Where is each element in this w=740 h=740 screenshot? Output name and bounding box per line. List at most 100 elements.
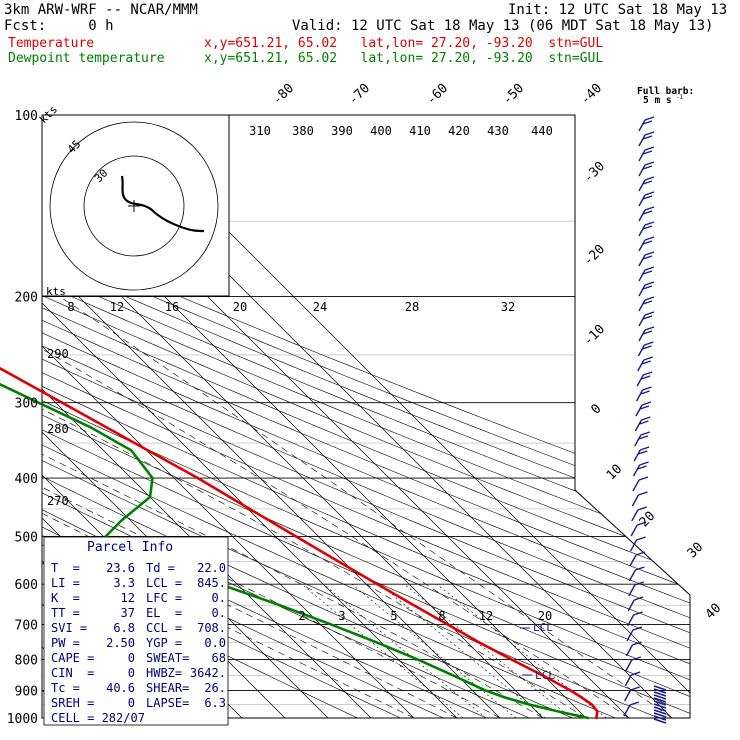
theta-label: 440 [531,124,553,138]
left-theta-label: 270 [47,494,69,508]
wind-barb-flag [644,176,655,181]
wind-barb-staff [638,149,646,162]
dewpoint-legend-info: x,y=651.21, 65.02 lat,lon= 27.20, -93.20… [204,51,604,66]
lcl-label-lower: LCL [535,669,555,682]
wind-barb-flag [633,596,644,601]
speed-axis-label: 24 [313,300,327,314]
hodograph-trace [120,175,205,233]
parcel-info-value: 3642. [189,666,226,680]
wind-barb-flag [642,240,653,245]
speed-axis-label: 16 [165,300,179,314]
parcel-info-key: LFC = [146,591,183,605]
barb-legend-line2: 5 m s [643,95,672,106]
barb-legend-sup: -1 [676,94,684,101]
wind-barb-staff [630,524,638,537]
parcel-info-key: LI = [51,576,80,590]
wind-barb-flag [642,195,653,200]
valid-time: Valid: 12 UTC Sat 18 May 13 (06 MDT Sat … [292,18,714,34]
wind-barb-flag [640,390,650,395]
hodograph-ring [49,121,219,291]
wind-barb-staff [632,464,641,477]
wind-barb-low [653,685,667,691]
parcel-info-value: 3.3 [113,576,135,590]
parcel-info-value: 845. [197,576,226,590]
wind-barb-flag [639,420,649,425]
wind-barb-staff [638,179,646,192]
pressure-tick-label: 200 [15,291,38,306]
isotherm-label: -30 [581,159,608,186]
pressure-tick-label: 800 [15,654,38,669]
dry-adiabat [42,115,690,718]
speed-axis-label: 28 [405,300,419,314]
parcel-info-key: SHEAR= [146,681,190,695]
parcel-info-title: Parcel Info [87,540,174,555]
wind-barb-flag [642,225,653,230]
wind-barb-flag [644,341,654,346]
dewpoint-profile-line [0,382,590,720]
pressure-tick-label: 300 [15,397,38,412]
dry-adiabat [42,115,690,718]
parcel-info-key: CIN = [51,666,95,680]
wind-barb-flag [642,345,652,350]
dry-adiabat [42,115,690,718]
parcel-info-cell: CELL = 282/07 [51,711,145,725]
dry-adiabat [42,115,690,718]
parcel-info-value: 22.0 [197,561,226,575]
isotherm-label: 20 [637,509,659,531]
mixing-ratio-label: 2 [298,609,305,623]
dry-adiabat [42,115,690,718]
theta-label: 430 [487,124,509,138]
parcel-info-value: 0. [211,591,226,605]
temperature-legend-info: x,y=651.21, 65.02 lat,lon= 27.20, -93.20… [204,36,604,51]
wind-barb-flag [638,476,649,481]
speed-axis-label: 32 [501,300,515,314]
wind-barb-staff [638,269,646,282]
wind-barb-staff [637,359,645,372]
wind-barb-flag [644,311,655,316]
wind-barb-staff [625,659,633,672]
isotherm-label: 40 [703,601,725,623]
wind-barb-flag [644,266,655,271]
parcel-info-value: 2.50 [106,636,135,650]
wind-barb-staff [638,254,646,267]
wind-barb-flag [641,375,651,380]
wind-barb-staff [638,119,646,132]
wind-barb-staff [636,374,644,387]
wind-barb-low [653,697,667,703]
isotherm-label: -70 [346,81,373,108]
wind-barb-flag [644,206,655,211]
wind-barb-flag [643,356,654,361]
wind-barb-flag [642,135,653,140]
wind-barb-staff [627,599,635,612]
parcel-info-key: LCL = [146,576,183,590]
parcel-info-value: 37 [120,606,135,620]
wind-barb-low [653,703,667,709]
parcel-info-value: 0. [211,606,226,620]
left-theta-label: 280 [47,422,69,436]
wind-barb-staff [626,614,635,627]
parcel-info-value: 0 [127,651,135,665]
pressure-tick-label: 1000 [7,712,38,727]
mixing-ratio-line [323,583,487,718]
wind-barb-flag [638,450,648,455]
wind-barb-staff [638,209,646,222]
theta-label: 310 [249,124,271,138]
mixing-ratio-line [301,583,464,718]
barb-legend-line1: Full barb: [637,86,694,97]
wind-barb-flag [636,521,647,526]
wind-barb-staff [638,164,646,177]
parcel-info-value: 0.0 [204,636,226,650]
mixing-ratio-label: 5 [390,609,397,623]
wind-barb-flag [642,120,653,125]
parcel-info-value: 708. [197,621,226,635]
init-time: Init: 12 UTC Sat 18 May 13 [508,2,728,18]
mixing-ratio-label: 3 [338,609,345,623]
isotherm-label: 10 [604,462,626,484]
wind-barb-low [653,709,667,715]
wind-barb-low [653,694,667,700]
dry-adiabat [42,115,690,718]
wind-barb-flag [635,566,645,571]
isotherm [42,115,544,718]
wind-barb-flag [642,180,653,185]
dry-adiabat [42,115,690,718]
